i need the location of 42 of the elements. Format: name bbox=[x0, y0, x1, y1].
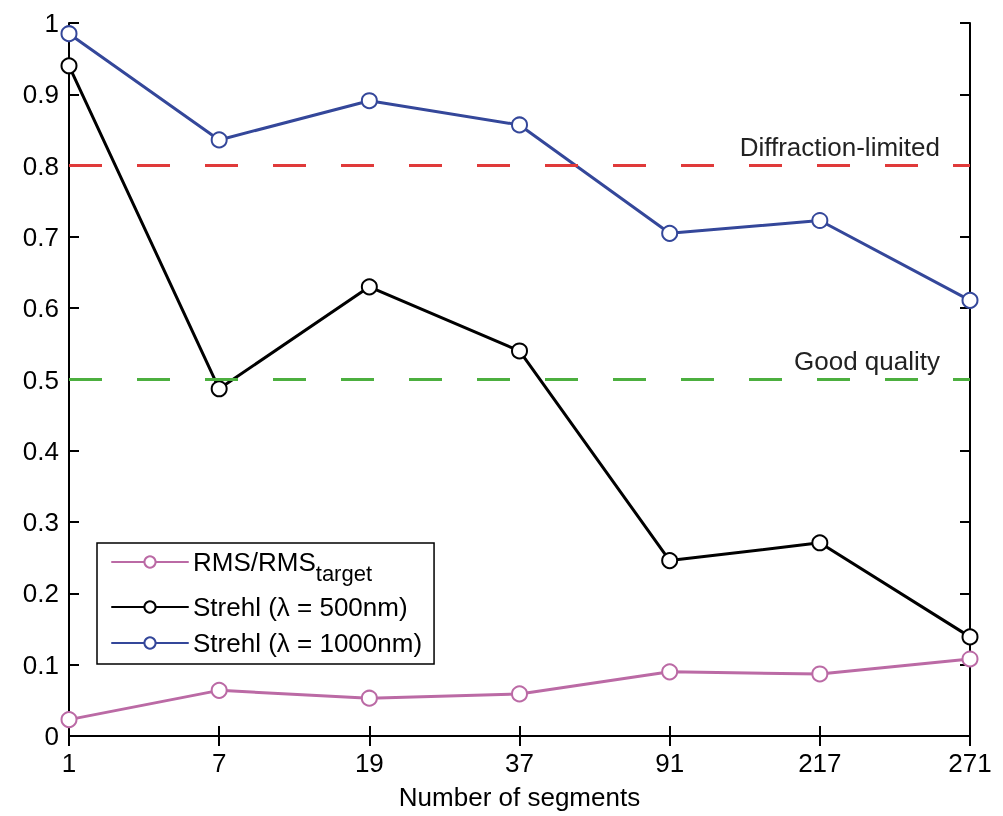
ref-line-label: Good quality bbox=[794, 345, 940, 376]
point bbox=[511, 116, 528, 134]
y-tick-label: 0.3 bbox=[22, 507, 59, 538]
x-tick-label: 19 bbox=[354, 748, 384, 778]
y-tick-label: 1 bbox=[44, 8, 59, 38]
y-tick-label: 0.2 bbox=[22, 578, 59, 609]
point bbox=[511, 342, 528, 360]
point bbox=[360, 278, 378, 296]
legend-label: Strehl (λ = 500nm) bbox=[193, 592, 408, 622]
x-axis-title: Number of segments bbox=[398, 782, 641, 812]
y-tick-label: 0.8 bbox=[22, 150, 59, 181]
y-tick-label: 0 bbox=[44, 721, 59, 751]
point bbox=[661, 663, 679, 681]
point bbox=[661, 224, 679, 242]
point bbox=[961, 628, 979, 646]
point bbox=[60, 57, 78, 75]
ref-line-label: Diffraction-limited bbox=[739, 131, 940, 162]
x-tick-label: 91 bbox=[655, 748, 685, 778]
y-tick-label: 0.9 bbox=[22, 79, 59, 110]
point bbox=[961, 291, 979, 309]
point bbox=[511, 685, 528, 703]
y-tick-label: 0.7 bbox=[22, 221, 59, 252]
y-tick-label: 0.1 bbox=[22, 649, 59, 680]
point bbox=[210, 131, 228, 149]
x-tick-label: 271 bbox=[948, 748, 992, 778]
point bbox=[60, 711, 78, 729]
point bbox=[210, 380, 228, 398]
y-tick-label: 0.4 bbox=[22, 435, 59, 466]
x-tick-label: 217 bbox=[798, 748, 842, 778]
point bbox=[661, 552, 679, 570]
y-tick-label: 0.6 bbox=[22, 293, 59, 324]
y-tick-label: 0.5 bbox=[22, 364, 59, 395]
point bbox=[360, 92, 378, 110]
point bbox=[811, 212, 829, 229]
point bbox=[811, 534, 829, 552]
x-tick-label: 37 bbox=[505, 748, 534, 778]
point bbox=[210, 681, 228, 699]
x-tick-label: 7 bbox=[211, 748, 227, 778]
point bbox=[360, 689, 378, 707]
legend-label: Strehl (λ = 1000nm) bbox=[193, 628, 423, 658]
point bbox=[811, 665, 829, 683]
point bbox=[961, 650, 979, 668]
